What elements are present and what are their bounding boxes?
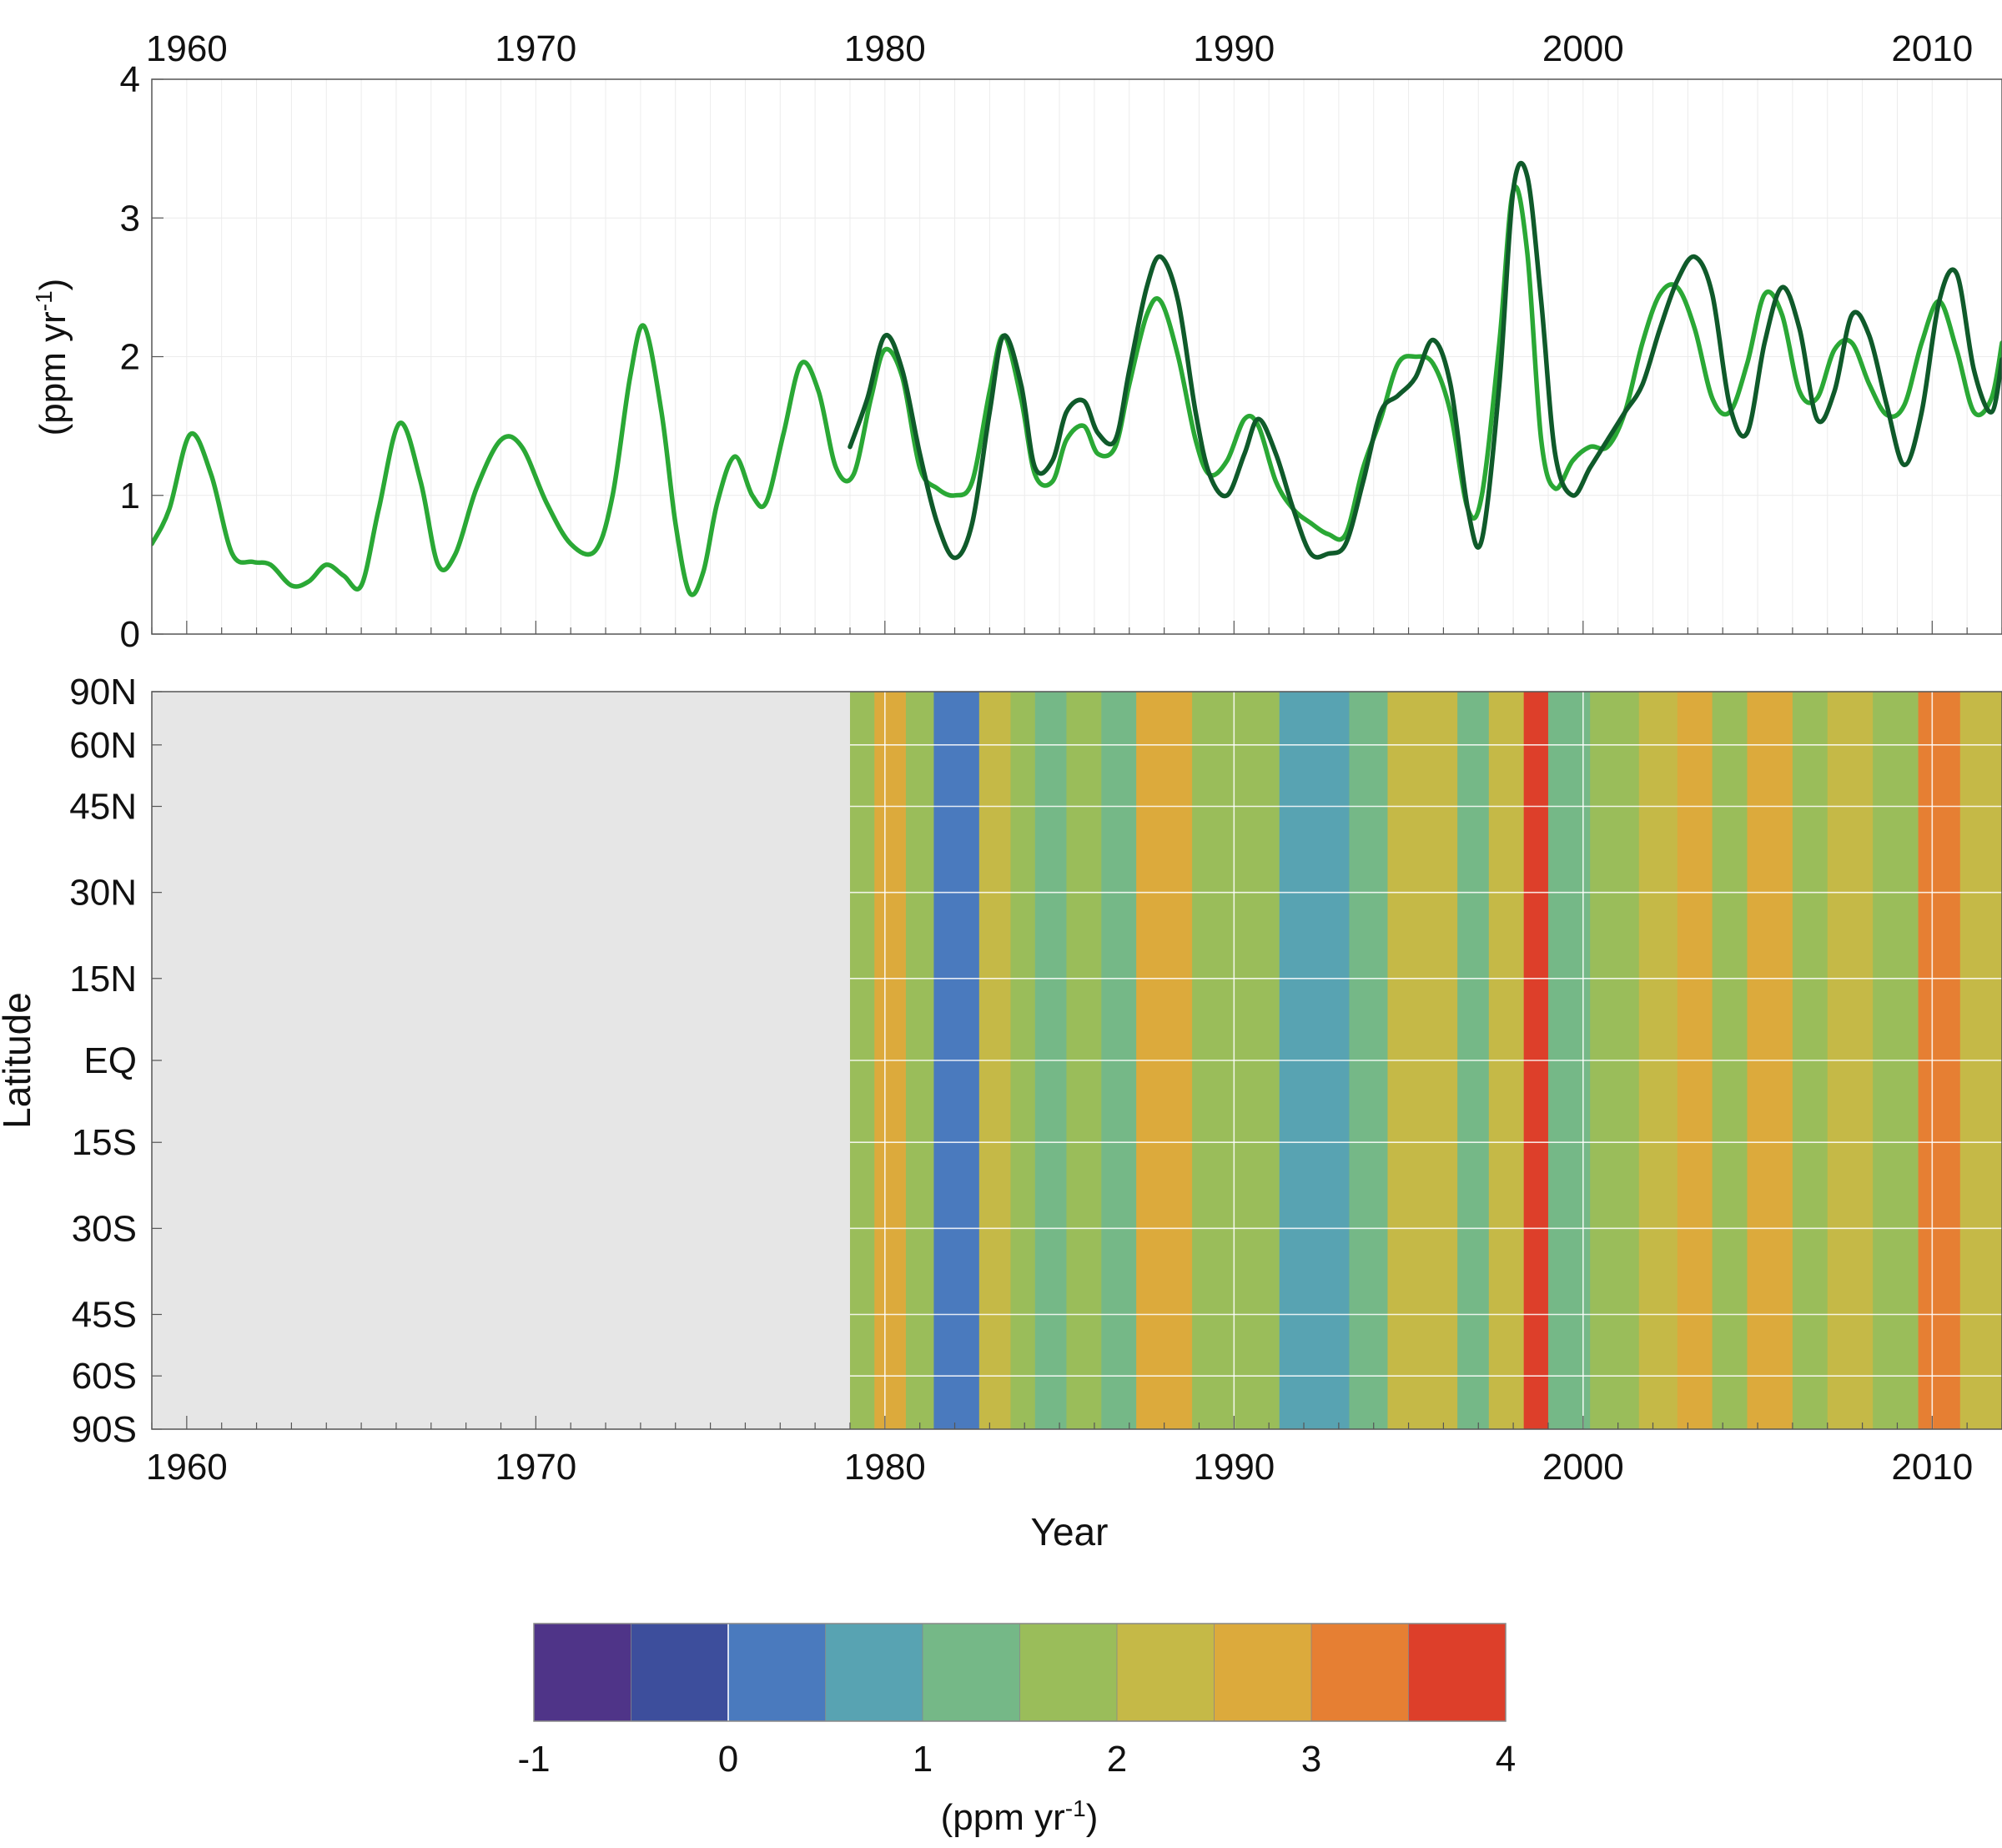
bottom-x-tick-label: 2010 [1891,1447,1973,1488]
colorbar-swatches [534,1624,1507,1721]
top-y-axis-label-sup: -1 [31,290,57,311]
colorbar-swatch [825,1624,923,1721]
colorbar-swatch [1019,1624,1118,1721]
series-line-dark [848,160,2002,561]
colorbar-label: (ppm yr-1) [941,1795,1099,1838]
top-series [152,160,2002,597]
top-x-tick-label: 1970 [495,28,576,69]
top-y-tick-label: 0 [120,614,140,655]
series-line-light [152,184,2002,597]
colorbar-swatch [1214,1624,1312,1721]
colorbar-swatch [534,1624,631,1721]
colorbar-tick-label: 1 [913,1739,933,1780]
top-y-tick-label: 2 [120,337,140,378]
colorbar-tick-labels: -1 0 1 2 3 4 [517,1739,1516,1780]
latitude-tick-label: 90S [72,1409,137,1450]
colorbar-swatch [1311,1624,1409,1721]
latitude-tick-label: 45N [69,787,137,828]
colorbar-tick-label: 4 [1496,1739,1516,1780]
top-x-tick-label: 1990 [1193,28,1275,69]
latitude-tick-label: 15S [72,1122,137,1163]
bottom-x-tick-label: 2000 [1542,1447,1624,1488]
colorbar-tick-label: 3 [1301,1739,1321,1780]
bottom-x-tick-labels: 1960 1970 1980 1990 2000 2010 [146,1416,2002,1488]
latitude-tick-label: 15N [69,959,137,1000]
colorbar-label-main: (ppm yr [941,1797,1065,1838]
top-x-tick-label: 2010 [1891,28,1973,69]
colorbar-tick-label: 2 [1107,1739,1127,1780]
colorbar-swatch [1117,1624,1215,1721]
latitude-tick-label: 45S [72,1294,137,1335]
top-x-tick-label: 1960 [146,28,228,69]
bottom-heatmap: 1960 1970 1980 1990 2000 2010 90N 60N 45N 30N 15N… [0,672,2002,1553]
colorbar-frame [533,1623,1507,1722]
top-y-axis-label-main: (ppm yr [33,311,73,436]
latitude-tick-label: 30S [72,1208,137,1249]
latitude-tick-labels: 90N 60N 45N 30N 15N EQ 15S 30S 45S 60S 90S [69,672,162,1450]
heatmap-no-data-region [152,692,850,1429]
colorbar-swatch [923,1624,1020,1721]
top-y-axis-label-close: ) [33,279,73,291]
colorbar-label-close: ) [1086,1797,1099,1838]
latitude-tick-label: EQ [83,1040,137,1081]
x-axis-label: Year [1031,1510,1109,1553]
bottom-x-tick-label: 1960 [146,1447,228,1488]
latitude-tick-label: 60S [72,1356,137,1397]
bottom-x-tick-label: 1970 [495,1447,576,1488]
top-y-tick-label: 1 [120,476,140,516]
top-x-tick-labels: 1960 1970 1980 1990 2000 2010 [146,28,1973,69]
latitude-tick-label: 60N [69,725,137,766]
top-plot-frame [151,78,2002,635]
colorbar-swatch [631,1624,729,1721]
colorbar-label-sup: -1 [1065,1795,1086,1821]
top-x-tick-label: 1980 [844,28,926,69]
colorbar-tick-label: -1 [517,1739,550,1780]
colorbar-tick-label: 0 [718,1739,738,1780]
latitude-tick-label: 30N [69,873,137,914]
colorbar-swatch [728,1624,826,1721]
top-y-tick-label: 3 [120,198,140,239]
bottom-x-tick-label: 1980 [844,1447,926,1488]
heatmap-grid [849,692,2002,1429]
y-axis-label: Latitude [0,992,38,1129]
top-x-tick-label: 2000 [1542,28,1624,69]
top-y-tick-labels: 0 1 2 3 4 [120,59,140,655]
colorbar: -1 0 1 2 3 4 (ppm yr-1) [517,1623,1516,1838]
colorbar-swatch [1408,1624,1507,1721]
latitude-tick-label: 90N [69,672,137,713]
top-line-chart: 1960 1970 1980 1990 2000 2010 0 1 2 3 4 (ppm yr-1… [31,28,2002,655]
bottom-x-tick-label: 1990 [1193,1447,1275,1488]
top-y-axis-label: (ppm yr-1) [31,279,73,436]
top-y-tick-label: 4 [120,59,140,100]
